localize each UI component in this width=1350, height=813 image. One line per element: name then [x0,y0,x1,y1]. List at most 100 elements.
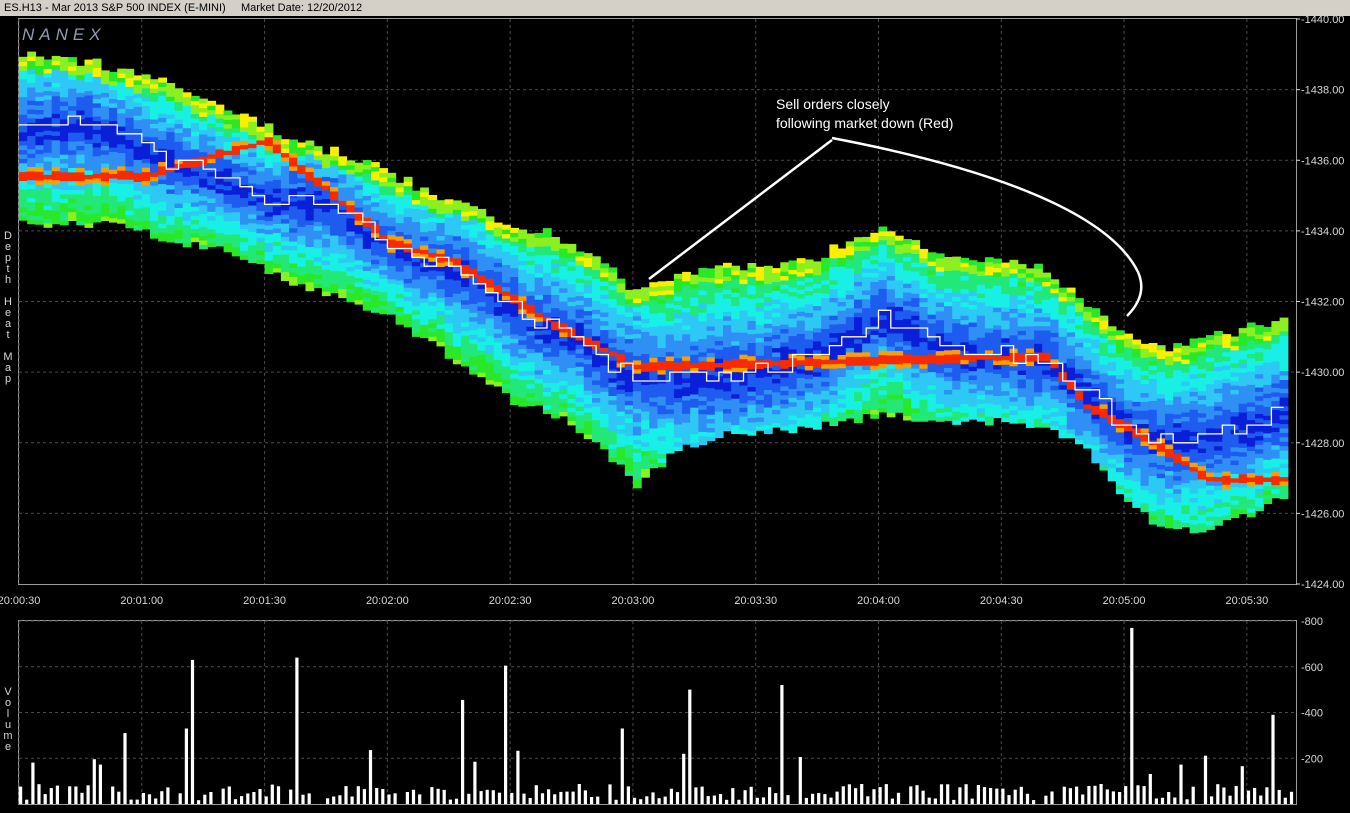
heat-cell [289,188,298,193]
heat-cell [632,373,642,379]
heat-cell [698,281,708,287]
heat-cell [420,205,429,211]
heat-cell [632,461,642,467]
heat-cell [993,391,1002,396]
heat-cell [387,305,397,311]
heat-cell [608,285,618,290]
heat-cell [240,224,249,229]
heat-cell [313,168,323,174]
heat-cell [927,375,937,381]
heat-cell [1075,302,1084,308]
heat-cell [231,171,241,177]
heat-cell [845,281,855,287]
heat-cell [723,284,732,290]
heat-cell [362,257,372,263]
heat-cell [35,65,45,71]
heat-cell [76,220,86,226]
heat-cell [862,263,871,269]
heat-cell [182,123,192,129]
heat-cell [608,307,618,313]
heat-cell [1083,395,1092,401]
heat-cell [35,144,45,150]
heat-cell [518,375,528,381]
heat-cell [207,215,217,221]
heat-cell [150,167,159,173]
heat-cell [575,264,585,270]
heat-cell [387,287,397,293]
heat-cell [248,227,257,233]
heat-cell [665,329,675,335]
heat-cell [43,218,53,224]
heat-cell [420,227,429,233]
heat-cell [1083,412,1092,418]
heat-cell [862,347,871,353]
heat-cell [600,431,609,437]
heat-cell [117,183,126,189]
heat-cell [174,194,184,200]
heat-cell [1042,338,1051,344]
heat-cell [944,340,953,346]
heat-cell [886,275,896,281]
heat-cell [485,229,495,235]
heat-cell [870,409,880,415]
heat-cell [444,278,454,284]
heat-cell [1001,289,1011,295]
heat-cell [125,148,135,154]
heat-cell [714,291,724,297]
heat-cell [878,394,888,400]
heat-cell [813,393,822,399]
heat-cell [51,206,61,211]
heat-cell [706,325,716,331]
heat-cell [731,402,740,408]
heat-cell [927,322,937,328]
heat-cell [452,288,462,294]
heat-cell [280,152,290,158]
heat-cell [280,148,290,153]
heat-cell [665,342,675,348]
heat-cell [1091,436,1101,442]
heat-cell [870,413,880,419]
heat-cell [166,197,176,203]
heat-cell [927,314,937,320]
heat-cell [485,348,495,354]
heat-cell [714,274,724,280]
heat-cell [575,428,585,433]
heat-cell [657,281,667,287]
heat-cell [534,259,544,265]
heat-cell [845,298,855,304]
heat-cell [452,354,462,360]
heat-cell [215,126,225,132]
heat-cell [166,140,176,146]
heat-cell [894,394,904,400]
heat-cell [747,430,757,436]
heat-cell [199,129,208,135]
heat-cell [829,266,839,272]
heat-cell [297,226,307,232]
heat-cell [1009,308,1019,314]
heat-cell [886,244,896,250]
heat-cell [1107,343,1117,349]
heat-cell [387,256,397,262]
heat-cell [551,320,560,326]
heat-cell [469,298,478,304]
heat-cell [117,179,126,184]
heat-cell [362,199,372,205]
heat-cell [264,255,274,261]
heat-cell [395,275,405,281]
heat-cell [583,407,593,413]
heat-cell [436,222,446,228]
heat-cell [780,403,790,409]
heat-cell [608,421,618,427]
heat-cell [993,377,1002,383]
heat-cell [1083,390,1092,396]
heat-cell [84,72,94,78]
heat-cell [632,302,642,308]
heat-cell [632,448,642,454]
heat-cell [19,105,28,111]
heat-cell [960,324,970,329]
heat-cell [158,236,167,242]
heat-cell [845,413,855,419]
heat-cell [240,113,249,119]
heat-cell [150,176,159,182]
heat-cell [411,331,421,337]
